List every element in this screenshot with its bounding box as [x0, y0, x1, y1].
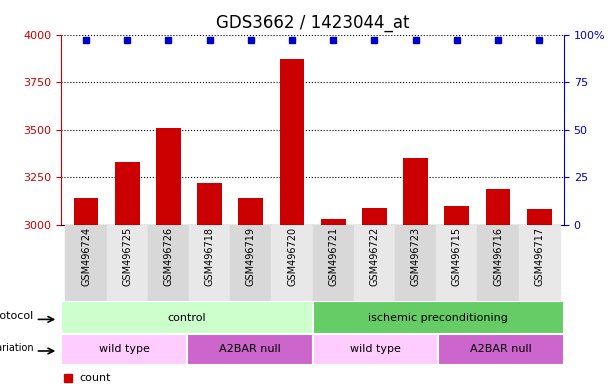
Text: GSM496724: GSM496724	[81, 227, 91, 286]
Text: GSM496722: GSM496722	[370, 227, 379, 286]
Bar	[403, 158, 428, 225]
Text: protocol: protocol	[0, 311, 34, 321]
Bar	[189, 225, 230, 301]
Bar	[115, 162, 140, 225]
Bar	[436, 225, 478, 301]
Text: count: count	[80, 373, 112, 383]
Text: ischemic preconditioning: ischemic preconditioning	[368, 313, 508, 323]
Bar	[61, 301, 313, 334]
Bar	[148, 225, 189, 301]
Text: GSM496721: GSM496721	[328, 227, 338, 286]
Text: GSM496718: GSM496718	[205, 227, 215, 286]
Bar	[74, 198, 98, 225]
Bar	[280, 59, 305, 225]
Bar	[66, 225, 107, 301]
Text: control: control	[167, 313, 207, 323]
Bar	[444, 206, 469, 225]
Text: GSM496719: GSM496719	[246, 227, 256, 286]
Title: GDS3662 / 1423044_at: GDS3662 / 1423044_at	[216, 14, 409, 32]
Bar	[272, 225, 313, 301]
Bar	[527, 209, 552, 225]
Text: genotype/variation: genotype/variation	[0, 343, 34, 353]
Bar	[156, 128, 181, 225]
Bar	[478, 225, 519, 301]
Bar	[438, 334, 564, 365]
Text: wild type: wild type	[99, 344, 150, 354]
Bar	[313, 334, 438, 365]
Text: wild type: wild type	[350, 344, 401, 354]
Bar	[313, 301, 564, 334]
Bar	[395, 225, 436, 301]
Bar	[321, 219, 346, 225]
Bar	[187, 334, 313, 365]
Text: GSM496725: GSM496725	[122, 227, 132, 286]
Bar	[519, 225, 560, 301]
Bar	[230, 225, 272, 301]
Bar	[107, 225, 148, 301]
Bar	[485, 189, 511, 225]
Text: GSM496715: GSM496715	[452, 227, 462, 286]
Text: A2BAR null: A2BAR null	[470, 344, 532, 354]
Text: GSM496720: GSM496720	[287, 227, 297, 286]
Text: GSM496723: GSM496723	[411, 227, 421, 286]
Text: A2BAR null: A2BAR null	[219, 344, 281, 354]
Bar	[238, 198, 263, 225]
Text: GSM496717: GSM496717	[535, 227, 544, 286]
Bar	[313, 225, 354, 301]
Bar	[354, 225, 395, 301]
Text: GSM496716: GSM496716	[493, 227, 503, 286]
Bar	[61, 334, 187, 365]
Text: GSM496726: GSM496726	[164, 227, 173, 286]
Bar	[197, 183, 222, 225]
Bar	[362, 207, 387, 225]
